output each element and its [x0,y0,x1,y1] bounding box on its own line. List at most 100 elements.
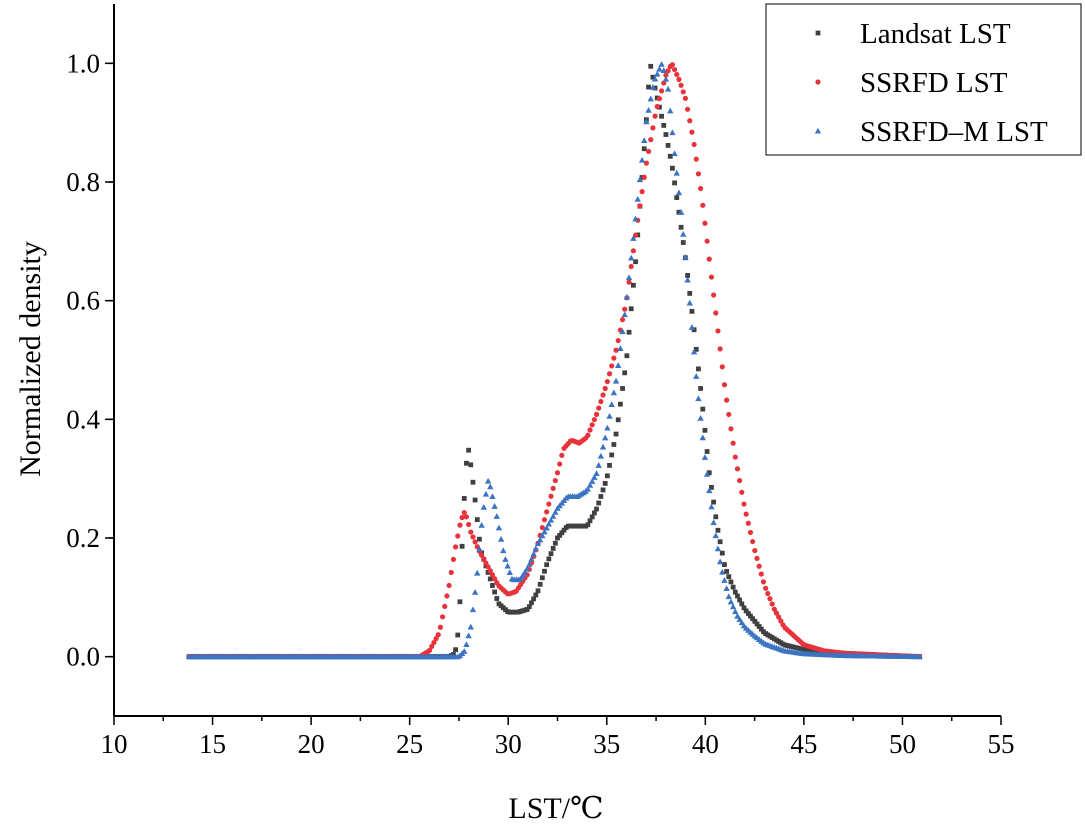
ssrfd-lst-point [682,95,689,101]
ssrfd-lst-point [554,470,561,476]
ssrfd-m-lst-point [619,328,626,335]
ssrfd-m-lst-point [536,536,544,543]
ssrfd-lst-point [663,72,669,78]
landsat-lst-point [609,452,615,458]
landsat-lst-point [531,596,537,602]
landsat-lst-point [628,306,634,312]
landsat-lst-point [722,562,727,567]
ssrfd-lst-point [426,647,433,653]
ssrfd-m-lst-point [725,593,732,600]
y-tick-label: 0.0 [66,642,100,672]
landsat-lst-point [615,417,621,423]
ssrfd-m-lst-point [519,572,527,578]
landsat-lst-point [617,401,623,407]
landsat-lst-point [552,540,558,546]
ssrfd-m-lst-point [539,532,546,539]
landsat-lst-point [670,165,675,171]
landsat-lst-point [665,143,671,148]
ssrfd-lst-point [552,477,558,484]
landsat-lst-point [600,487,606,493]
ssrfd-lst-point [648,137,654,143]
landsat-lst-point [715,527,721,533]
ssrfd-lst-point [693,156,699,162]
landsat-lst-point [587,518,593,524]
x-tick-label: 25 [396,729,423,759]
ssrfd-m-lst-point [693,373,700,379]
x-tick-label: 20 [298,729,325,759]
ssrfd-m-lst-point [723,585,730,591]
ssrfd-m-lst-point [703,471,711,477]
ssrfd-m-lst-point [461,648,468,654]
ssrfd-lst-point [776,614,782,620]
ssrfd-lst-point [656,96,663,102]
y-tick-label: 0.6 [66,286,100,316]
ssrfd-lst-point [719,364,725,370]
x-axis-title: LST/℃ [508,792,603,825]
landsat-lst-point [535,588,541,594]
ssrfd-m-lst-point [532,545,540,552]
ssrfd-lst-point [632,232,639,238]
ssrfd-lst-point [492,576,498,582]
ssrfd-lst-point [557,461,563,467]
ssrfd-lst-point [591,416,597,423]
landsat-lst-point [646,84,651,90]
ssrfd-lst-point [481,556,487,562]
ssrfd-lst-point [483,560,489,566]
landsat-lst-point [726,574,732,580]
y-tick-label: 0.2 [66,523,100,553]
ssrfd-lst-point [708,274,715,280]
landsat-lst-point [561,527,567,533]
legend-marker-landsat-lst [815,30,821,36]
ssrfd-m-lst-point [686,299,693,306]
series-ssrfd-m-lst [185,61,923,660]
ssrfd-m-lst-point [662,75,670,82]
landsat-lst-point [743,608,749,614]
ssrfd-lst-point [767,596,773,602]
landsat-lst-point [693,346,699,352]
ssrfd-lst-point [600,392,606,398]
ssrfd-m-lst-point [547,516,555,523]
ssrfd-lst-point [728,426,734,432]
ssrfd-lst-point [758,571,764,577]
ssrfd-lst-point [596,405,602,411]
ssrfd-m-lst-point [595,462,602,468]
ssrfd-lst-point [687,118,693,124]
ssrfd-m-lst-point [541,528,548,535]
ssrfd-lst-point [773,610,780,616]
ssrfd-m-lst-point [721,577,728,583]
landsat-lst-point [687,290,693,296]
ssrfd-lst-point [619,317,626,323]
ssrfd-lst-point [446,582,452,589]
ssrfd-lst-point [760,579,767,585]
landsat-lst-point [745,611,751,616]
landsat-lst-point [622,370,628,376]
ssrfd-m-lst-point [680,231,687,237]
ssrfd-lst-point [585,432,591,438]
ssrfd-m-lst-point [480,503,487,510]
ssrfd-m-lst-point [543,524,550,531]
landsat-lst-point [546,556,552,562]
ssrfd-lst-point [470,534,476,540]
ssrfd-m-lst-point [467,623,474,630]
x-tick-label: 15 [199,729,226,759]
ssrfd-m-lst-point [465,632,472,639]
ssrfd-lst-point [598,398,604,405]
landsat-lst-point [624,353,630,359]
landsat-lst-point [648,63,654,69]
ssrfd-lst-point [700,202,706,208]
landsat-lst-point [698,386,704,391]
landsat-lst-point [713,514,719,520]
landsat-lst-point [559,530,565,536]
landsat-lst-point [537,581,543,587]
ssrfd-m-lst-point [669,129,676,136]
ssrfd-m-lst-point [602,434,609,441]
ssrfd-lst-point [489,572,496,578]
landsat-lst-point [474,517,480,523]
landsat-lst-point [739,601,745,607]
ssrfd-m-lst-point [521,568,529,575]
ssrfd-m-lst-point [530,550,537,557]
ssrfd-lst-point [541,517,548,523]
landsat-lst-point [539,575,545,581]
ssrfd-m-lst-point [528,555,535,562]
ssrfd-m-lst-point [658,61,665,67]
